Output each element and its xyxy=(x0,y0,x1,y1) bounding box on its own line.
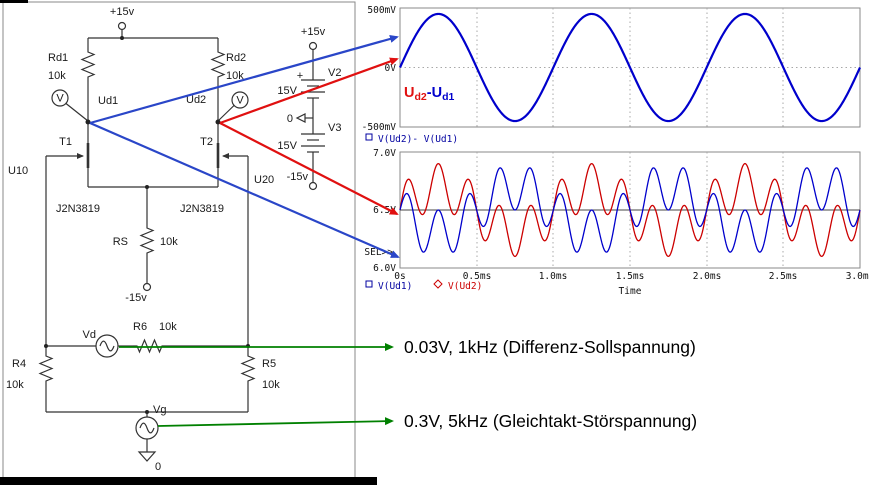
plot1-legend: V(Ud2)- V(Ud1) xyxy=(365,133,458,145)
xtick-30ms: 3.0ms xyxy=(846,271,869,282)
t1-model-label: J2N3819 xyxy=(56,203,100,215)
rd1-label: Rd1 xyxy=(48,52,68,64)
vd-label: Vd xyxy=(83,329,96,341)
schematic-wires xyxy=(39,21,325,462)
probe-v-letter: V xyxy=(236,95,244,107)
r6-value: 10k xyxy=(159,321,177,333)
plot1-legend-label: V(Ud2)- V(Ud1) xyxy=(378,134,458,145)
plot2-legend: V(Ud1) V(Ud2) xyxy=(365,279,482,292)
junction-dots xyxy=(44,36,250,414)
trace-formula-label: Ud2-Ud1 xyxy=(404,85,454,103)
plot2-grid xyxy=(476,152,784,268)
plot1-ytick-top: 500mV xyxy=(367,5,396,16)
sine-glyph-icon xyxy=(139,422,155,434)
trace-label-ud1: -U xyxy=(427,85,442,101)
arrow-ud1-to-plot2 xyxy=(89,121,400,259)
xtick-25ms: 2.5ms xyxy=(769,271,798,282)
voltmeter-probe-ud2-icon xyxy=(231,91,249,109)
legend-diamond-marker-icon xyxy=(433,279,443,289)
waveform-vud2-minus-vud1 xyxy=(399,12,861,123)
v2-label: V2 xyxy=(328,67,341,79)
r5-label: R5 xyxy=(262,358,276,370)
top-black-sliver xyxy=(0,0,28,3)
r4-label: R4 xyxy=(12,358,26,370)
rs-label: RS xyxy=(113,236,128,248)
schematic-labels: +15v Rd1 10k Rd2 10k V V Ud1 Ud2 T1 T2 U… xyxy=(6,6,341,473)
arrow-ud1-to-plot1 xyxy=(89,35,399,125)
callout-arrows xyxy=(89,35,400,427)
plot-differential: 500mV 0V -500mV Ud2-Ud1 V(Ud2)- V(Ud1) xyxy=(362,5,861,145)
arrow-vg-annotation xyxy=(157,417,394,427)
v2-value: 15V xyxy=(277,85,297,97)
plot2-ytick-mid: 6.5V xyxy=(373,205,396,216)
rd1-value: 10k xyxy=(48,70,66,82)
rd2-value: 10k xyxy=(226,70,244,82)
plot2-xticks: 0s 0.5ms 1.0ms 1.5ms 2.0ms 2.5ms 3.0ms xyxy=(394,271,869,282)
trace-label-ud2-sub: d2 xyxy=(414,91,426,103)
xtick-10ms: 1.0ms xyxy=(539,271,568,282)
plot1-ytick-mid: 0V xyxy=(385,63,397,74)
vplus-left-label: +15v xyxy=(110,6,135,18)
vee-node-icon xyxy=(308,181,318,191)
plot2-legend-vud2: V(Ud2) xyxy=(448,281,482,292)
rd2-label: Rd2 xyxy=(226,52,246,64)
trace-label-ud1-sub: d1 xyxy=(442,91,454,103)
trace-label-ud2: U xyxy=(404,85,414,101)
schematic-frame xyxy=(2,1,356,483)
plot2-ytick-bottom: 6.0V xyxy=(373,263,396,274)
plot-drain-voltages: 7.0V 6.5V 6.0V SEL>> 0s 0.5ms 1.0ms 1.5m… xyxy=(364,148,869,297)
node-ud2-dot xyxy=(215,119,221,125)
battery-plus-sign: + xyxy=(297,70,303,82)
sel-indicator: SEL>> xyxy=(364,247,393,258)
voltmeter-probe-ud1-icon xyxy=(51,89,69,107)
xtick-20ms: 2.0ms xyxy=(693,271,722,282)
legend-square-marker-icon xyxy=(365,280,373,288)
plot1-ytick-bottom: -500mV xyxy=(362,122,397,133)
plot2-legend-vud1: V(Ud1) xyxy=(378,281,412,292)
diff-source-annotation: 0.03V, 1kHz (Differenz-Sollspannung) xyxy=(404,337,696,357)
rs-value: 10k xyxy=(160,236,178,248)
vminus-mid-label: -15v xyxy=(287,171,309,183)
legend-square-marker-icon xyxy=(365,133,373,141)
r6-label: R6 xyxy=(133,321,147,333)
v3-value: 15V xyxy=(277,140,297,152)
vminus-rs-label: -15v xyxy=(125,292,147,304)
u20-label: U20 xyxy=(254,174,274,186)
t1-label: T1 xyxy=(59,136,72,148)
ground-zero-label: 0 xyxy=(155,461,161,473)
v3-label: V3 xyxy=(328,122,341,134)
arrow-ud2-to-plot2 xyxy=(219,122,399,215)
vg-label: Vg xyxy=(153,404,166,416)
node-ud1-label: Ud1 xyxy=(98,95,118,107)
x-axis-title: Time xyxy=(619,286,642,297)
cm-source-annotation: 0.3V, 5kHz (Gleichtakt-Störspannung) xyxy=(404,411,697,431)
r5-value: 10k xyxy=(262,379,280,391)
vplus-mid-label: +15v xyxy=(301,26,326,38)
vee-node-icon xyxy=(142,282,152,292)
xtick-0s: 0s xyxy=(394,271,405,282)
sine-glyph-icon xyxy=(99,340,115,352)
bottom-black-bar xyxy=(0,477,377,485)
ground-icon xyxy=(137,451,157,462)
t2-label: T2 xyxy=(200,136,213,148)
probe-v-letter: V xyxy=(56,93,64,105)
zero-node-arrow-icon xyxy=(295,113,306,123)
arrow-ud2-to-plot1 xyxy=(219,57,399,125)
zero-mid-label: 0 xyxy=(287,113,293,125)
waveform-vud1 xyxy=(399,167,861,253)
r4-value: 10k xyxy=(6,379,24,391)
xtick-15ms: 1.5ms xyxy=(616,271,645,282)
u10-label: U10 xyxy=(8,165,28,177)
plot2-ytick-top: 7.0V xyxy=(373,148,396,159)
xtick-05ms: 0.5ms xyxy=(463,271,492,282)
t2-model-label: J2N3819 xyxy=(180,203,224,215)
node-ud1-dot xyxy=(85,119,91,125)
node-ud2-label: Ud2 xyxy=(186,94,206,106)
